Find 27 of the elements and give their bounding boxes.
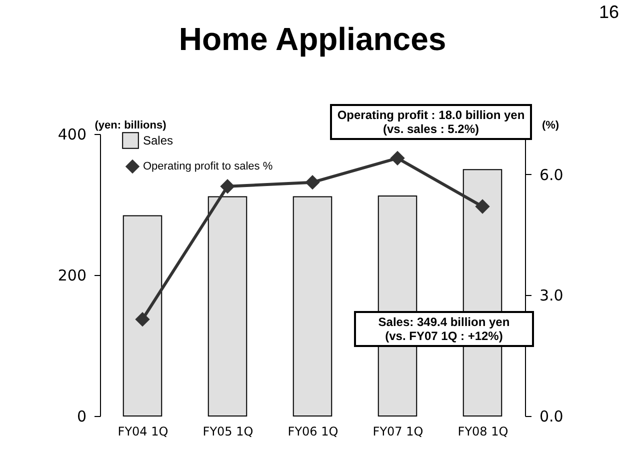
x-tick-label: FY05 1Q [202,424,254,438]
point [220,179,234,194]
y-axis-title: (yen: billions) [94,120,167,132]
y2-tick-label: 0.0 [540,408,564,426]
bar [208,196,248,416]
chart-title: Home Appliances [178,21,446,57]
point [390,151,404,166]
point [136,312,150,326]
legend-label: Sales [143,134,174,148]
y2-tick-label: 6.0 [540,166,564,184]
point [476,200,490,214]
x-tick-label: FY06 1Q [288,424,338,438]
y-tick-label: 400 [58,126,86,144]
legend-label: Operating profit to sales % [143,160,273,172]
y2-axis-title: (%) [542,120,560,132]
y-tick-label: 200 [58,266,86,284]
x-tick-label: FY07 1Q [372,424,424,438]
bar [122,215,162,416]
bar [292,196,332,416]
point [306,175,320,190]
y2-tick-label: 3.0 [540,286,564,305]
x-tick-label: FY04 1Q [118,424,168,438]
x-tick-label: FY08 1Q [458,424,508,438]
y-tick-label: 0 [76,408,86,426]
callout-box: Sales: 349.4 billion yen (vs. FY07 1Q : +12%) [354,311,534,347]
text: 16 [598,2,619,23]
callout-box: Operating profit : 18.0 billion yen (vs. sales : 5.2%) [330,104,532,140]
